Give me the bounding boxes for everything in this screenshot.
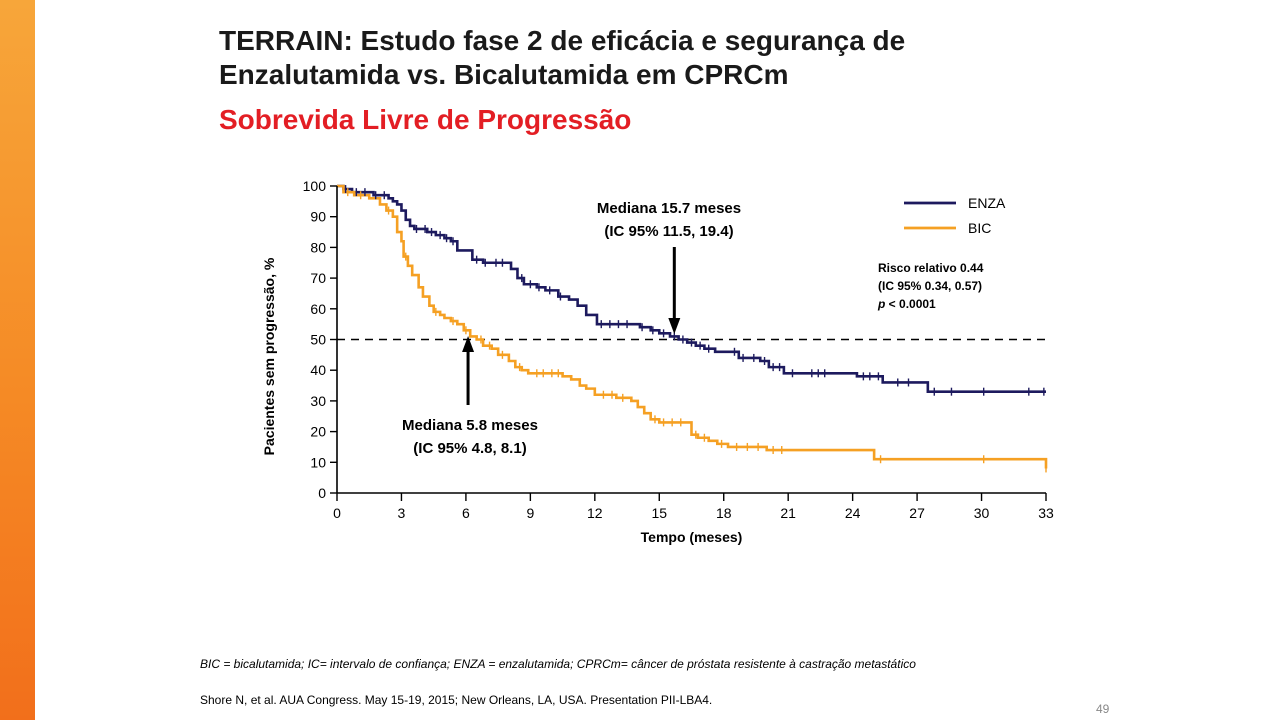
hazard-ratio-line-2: (IC 95% 0.34, 0.57)	[878, 279, 982, 293]
x-tick-label: 21	[780, 505, 796, 521]
x-tick-label: 12	[587, 505, 603, 521]
y-tick-label: 10	[310, 454, 326, 470]
p-value-symbol: p	[877, 297, 885, 311]
bic-median-label: Mediana 5.8 meses	[402, 417, 538, 434]
footnote: BIC = bicalutamida; IC= intervalo de con…	[200, 657, 916, 671]
y-tick-label: 90	[310, 209, 326, 225]
slide-title: TERRAIN: Estudo fase 2 de eficácia e seg…	[219, 24, 1119, 92]
y-tick-label: 0	[318, 485, 326, 501]
bic-median-ci: (IC 95% 4.8, 8.1)	[413, 440, 526, 457]
x-tick-label: 0	[333, 505, 341, 521]
y-tick-label: 80	[310, 239, 326, 255]
x-tick-label: 9	[526, 505, 534, 521]
x-tick-label: 30	[974, 505, 990, 521]
series-line-enza	[337, 184, 1046, 393]
legend-label-enza: ENZA	[968, 195, 1006, 211]
p-value-text: < 0.0001	[885, 297, 936, 311]
y-tick-label: 70	[310, 270, 326, 286]
reference-citation: Shore N, et al. AUA Congress. May 15-19,…	[200, 693, 713, 707]
x-tick-label: 6	[462, 505, 470, 521]
x-tick-label: 33	[1038, 505, 1054, 521]
chart-axes-layer: 0 10 20 30 40 50 60 70 80 90 100 0 3 6 9 12 15 18 21 24 27 30…	[261, 178, 1054, 545]
y-tick-label: 40	[310, 362, 326, 378]
chart-series-layer	[337, 184, 1048, 473]
y-tick-label: 100	[303, 178, 327, 194]
chart-annotation-layer: ENZA BIC Risco relativo 0.44 (IC 95% 0.34, …	[402, 195, 1006, 457]
y-tick-label: 50	[310, 332, 326, 348]
slide-title-line-2: Enzalutamida vs. Bicalutamida em CPRCm	[219, 59, 789, 90]
legend-label-bic: BIC	[968, 220, 991, 236]
series-line-bic	[337, 184, 1048, 469]
page-number: 49	[1096, 702, 1110, 716]
hazard-ratio-line-1: Risco relativo 0.44	[878, 261, 984, 275]
hazard-ratio-line-3: p < 0.0001	[877, 297, 936, 311]
y-tick-label: 60	[310, 301, 326, 317]
bic-median-arrow-head	[462, 336, 475, 352]
y-tick-label: 30	[310, 393, 326, 409]
enza-median-arrow-head	[668, 318, 681, 334]
x-tick-label: 15	[651, 505, 667, 521]
y-tick-label: 20	[310, 424, 326, 440]
accent-side-bar	[0, 0, 35, 720]
slide-subtitle: Sobrevida Livre de Progressão	[219, 104, 632, 135]
x-tick-label: 27	[909, 505, 925, 521]
y-axis-label: Pacientes sem progressão, %	[261, 257, 277, 455]
x-tick-label: 3	[398, 505, 406, 521]
x-tick-label: 24	[845, 505, 861, 521]
enza-median-ci: (IC 95% 11.5, 19.4)	[604, 223, 733, 240]
x-axis-label: Tempo (meses)	[641, 529, 743, 545]
slide-title-line-1: TERRAIN: Estudo fase 2 de eficácia e seg…	[219, 25, 906, 56]
x-tick-label: 18	[716, 505, 732, 521]
enza-median-label: Mediana 15.7 meses	[597, 200, 741, 217]
